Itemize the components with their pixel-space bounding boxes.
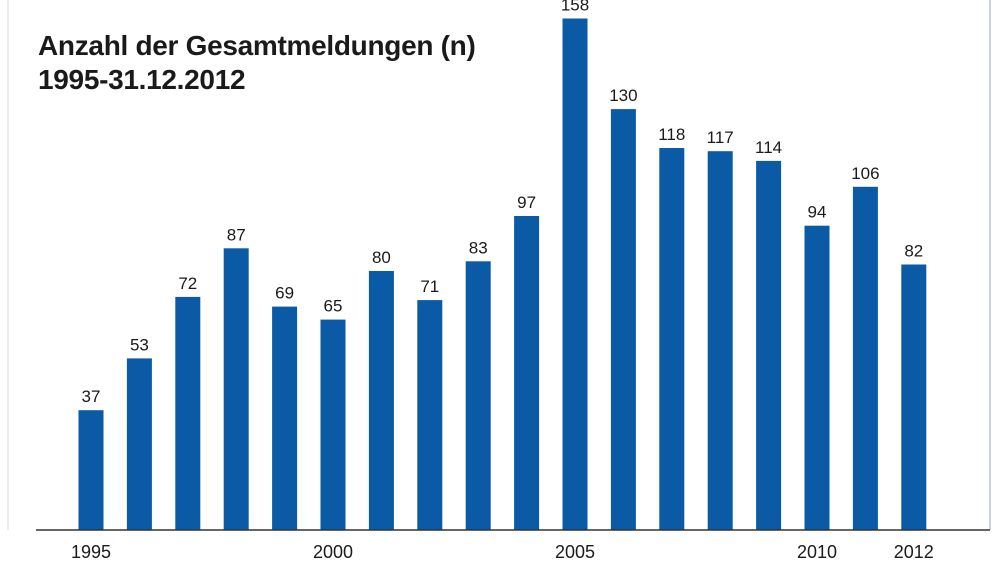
data-label-2002: 71 xyxy=(420,277,439,296)
data-label-1997: 72 xyxy=(178,274,197,293)
data-label-1999: 69 xyxy=(275,284,294,303)
bar-2007 xyxy=(659,148,685,530)
bar-1997 xyxy=(175,296,201,530)
bar-1995 xyxy=(78,410,104,530)
chart-title: Anzahl der Gesamtmeldungen (n) xyxy=(38,30,476,61)
data-label-2008: 117 xyxy=(707,128,734,147)
bar-2001 xyxy=(368,271,394,530)
bar-2010 xyxy=(804,225,830,530)
x-tick-label-2010: 2010 xyxy=(797,542,837,562)
data-label-2006: 130 xyxy=(609,86,637,105)
data-label-2010: 94 xyxy=(808,203,827,222)
bar-2003 xyxy=(465,261,491,530)
data-label-2012: 82 xyxy=(904,242,923,261)
bar-2012 xyxy=(901,264,927,530)
data-label-2004: 97 xyxy=(517,193,536,212)
bar-2004 xyxy=(514,216,540,530)
data-label-1995: 37 xyxy=(82,387,101,406)
data-label-2005: 158 xyxy=(561,0,589,15)
data-label-1996: 53 xyxy=(130,335,149,354)
bar-1999 xyxy=(272,306,298,530)
bar-2000 xyxy=(320,319,346,530)
data-label-2003: 83 xyxy=(469,238,488,257)
data-label-1998: 87 xyxy=(227,225,246,244)
bar-1998 xyxy=(223,248,249,531)
data-label-2011: 106 xyxy=(851,164,879,183)
data-label-2001: 80 xyxy=(372,248,391,267)
bar-2002 xyxy=(417,300,443,530)
bar-2006 xyxy=(610,109,636,530)
data-label-2000: 65 xyxy=(324,297,343,316)
bar-1996 xyxy=(126,358,152,530)
x-tick-label-1995: 1995 xyxy=(71,542,111,562)
chart-subtitle: 1995-31.12.2012 xyxy=(38,64,246,95)
x-tick-label-2005: 2005 xyxy=(555,542,595,562)
bar-2011 xyxy=(852,186,878,531)
bar-2008 xyxy=(707,151,733,530)
data-label-2007: 118 xyxy=(658,125,685,144)
x-tick-label-2012: 2012 xyxy=(894,542,934,562)
bar-2009 xyxy=(756,160,782,530)
bar-2005 xyxy=(562,18,588,530)
x-tick-label-2000: 2000 xyxy=(313,542,353,562)
data-label-2009: 114 xyxy=(755,138,782,157)
